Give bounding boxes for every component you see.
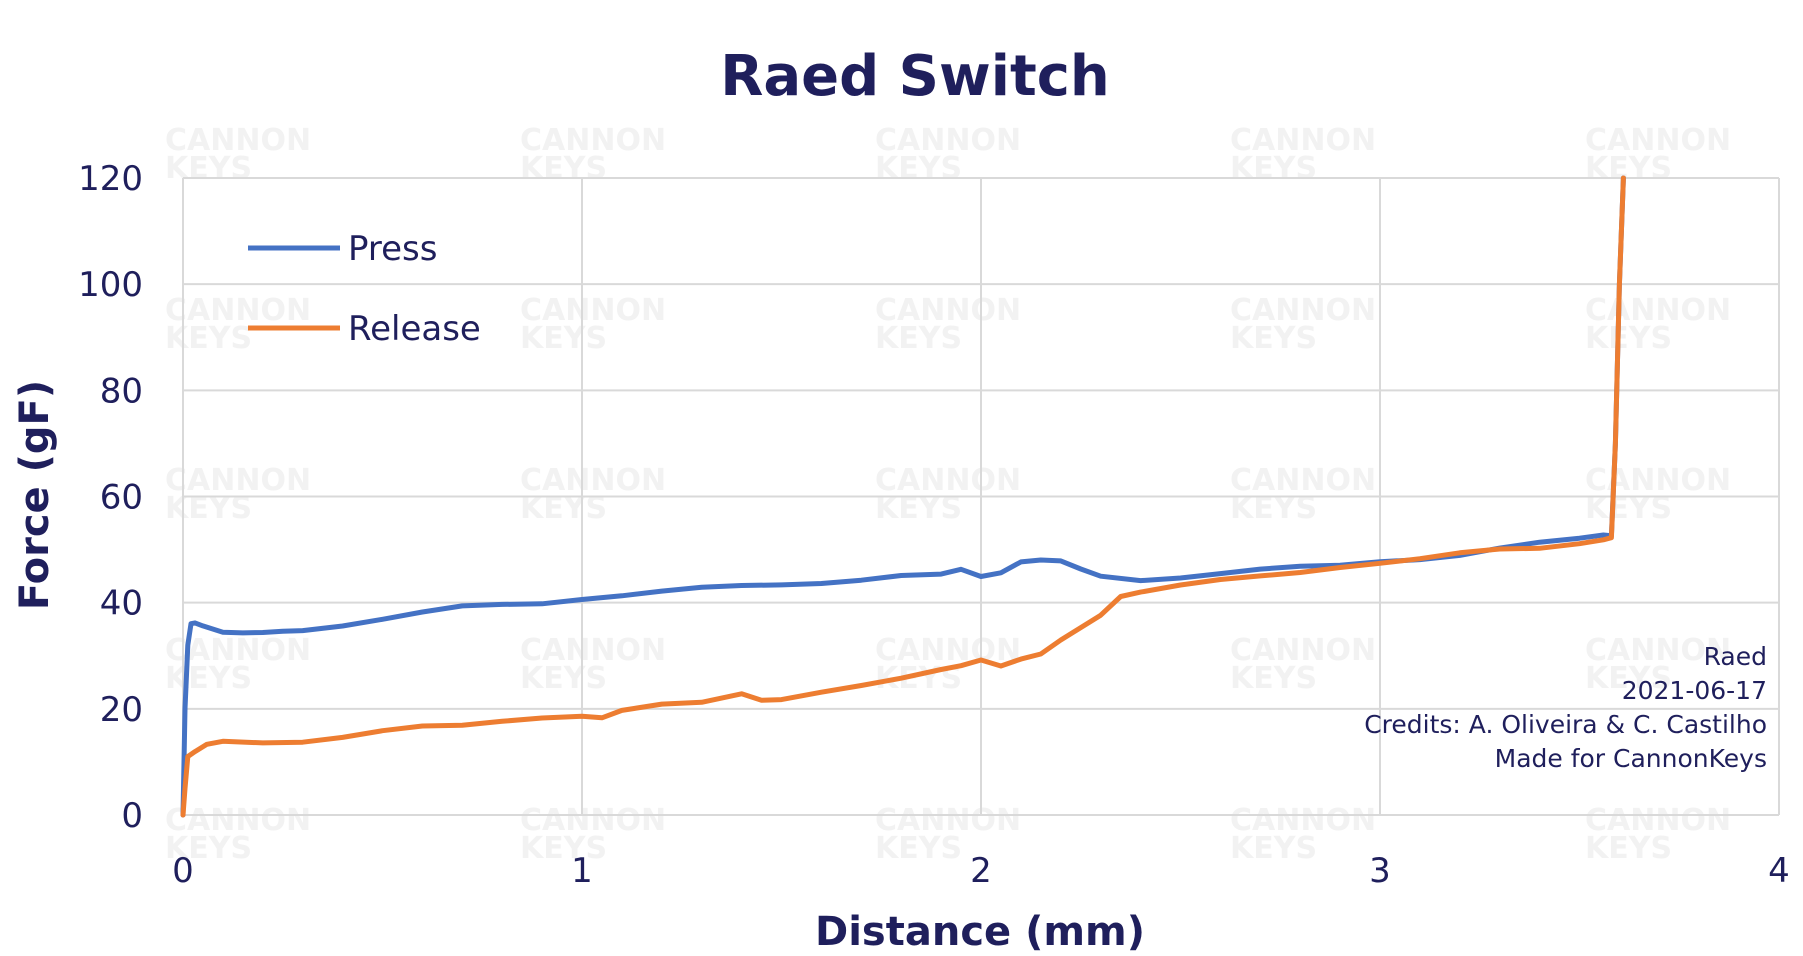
watermark-text: CANNON [1230,123,1376,158]
watermark-text: CANNON [165,123,311,158]
watermark-text: KEYS [520,151,607,186]
watermark-text: CANNON [875,123,1021,158]
x-axis-title: Distance (mm) [815,909,1145,955]
y-axis-tick-labels: 0 20 40 60 80 100 120 [78,159,143,836]
watermark-text: CANNON [520,123,666,158]
legend: Press Release [248,229,481,349]
watermark-layer: CANNONKEYSCANNONKEYSCANNONKEYSCANNONKEYS… [165,123,1731,866]
watermark-text: KEYS [520,321,607,356]
watermark-text: CANNON [520,633,666,668]
watermark-text: KEYS [1230,151,1317,186]
watermark-text: CANNON [1230,803,1376,838]
watermark-text: KEYS [1585,151,1672,186]
watermark-text: CANNON [1230,463,1376,498]
watermark-text: CANNON [520,803,666,838]
y-tick-120: 120 [78,159,143,199]
watermark-text: CANNON [165,293,311,328]
series-layer [180,175,1626,818]
watermark-text: KEYS [165,321,252,356]
annotation-line-2: Credits: A. Oliveira & C. Castilho [1364,710,1767,739]
watermark-text: CANNON [875,293,1021,328]
watermark-text: KEYS [875,321,962,356]
y-tick-60: 60 [100,478,143,518]
credits-annotation: Raed 2021-06-17 Credits: A. Oliveira & C. … [1364,642,1767,773]
y-axis-title: Force (gF) [12,380,58,610]
watermark-text: CANNON [165,803,311,838]
x-tick-2: 2 [970,851,992,891]
watermark-text: CANNON [1585,293,1731,328]
watermark-text: KEYS [165,661,252,696]
annotation-line-0: Raed [1704,642,1767,671]
x-tick-3: 3 [1369,851,1391,891]
legend-label-release: Release [348,309,481,349]
watermark-text: CANNON [1230,633,1376,668]
y-tick-80: 80 [100,371,143,411]
watermark-text: KEYS [520,831,607,866]
watermark-text: CANNON [1585,803,1731,838]
watermark-text: CANNON [520,463,666,498]
watermark-text: KEYS [520,661,607,696]
watermark-text: KEYS [1230,321,1317,356]
series-line-release [180,175,1626,818]
watermark-text: CANNON [875,463,1021,498]
annotation-line-1: 2021-06-17 [1622,676,1767,705]
watermark-text: CANNON [1585,123,1731,158]
watermark-text: CANNON [165,463,311,498]
y-tick-100: 100 [78,265,143,305]
watermark-text: CANNON [1230,293,1376,328]
legend-label-press: Press [348,229,437,269]
watermark-text: KEYS [875,151,962,186]
watermark-text: KEYS [1585,831,1672,866]
x-gridlines [182,178,1780,815]
x-axis-tick-labels: 0 1 2 3 4 [172,851,1790,891]
watermark-text: CANNON [520,293,666,328]
watermark-text: CANNON [1585,463,1731,498]
annotation-line-3: Made for CannonKeys [1495,744,1767,773]
watermark-text: KEYS [165,831,252,866]
watermark-text: KEYS [1230,661,1317,696]
y-tick-20: 20 [100,690,143,730]
watermark-text: KEYS [165,151,252,186]
y-tick-40: 40 [100,584,143,624]
watermark-text: CANNON [1585,633,1731,668]
chart-title: Raed Switch [720,44,1110,109]
watermark-text: KEYS [1585,321,1672,356]
watermark-text: KEYS [875,831,962,866]
x-tick-0: 0 [172,851,194,891]
y-tick-0: 0 [121,796,143,836]
watermark-text: CANNON [875,803,1021,838]
x-tick-1: 1 [571,851,593,891]
watermark-text: KEYS [1585,661,1672,696]
x-tick-4: 4 [1768,851,1790,891]
watermark-text: KEYS [1230,831,1317,866]
